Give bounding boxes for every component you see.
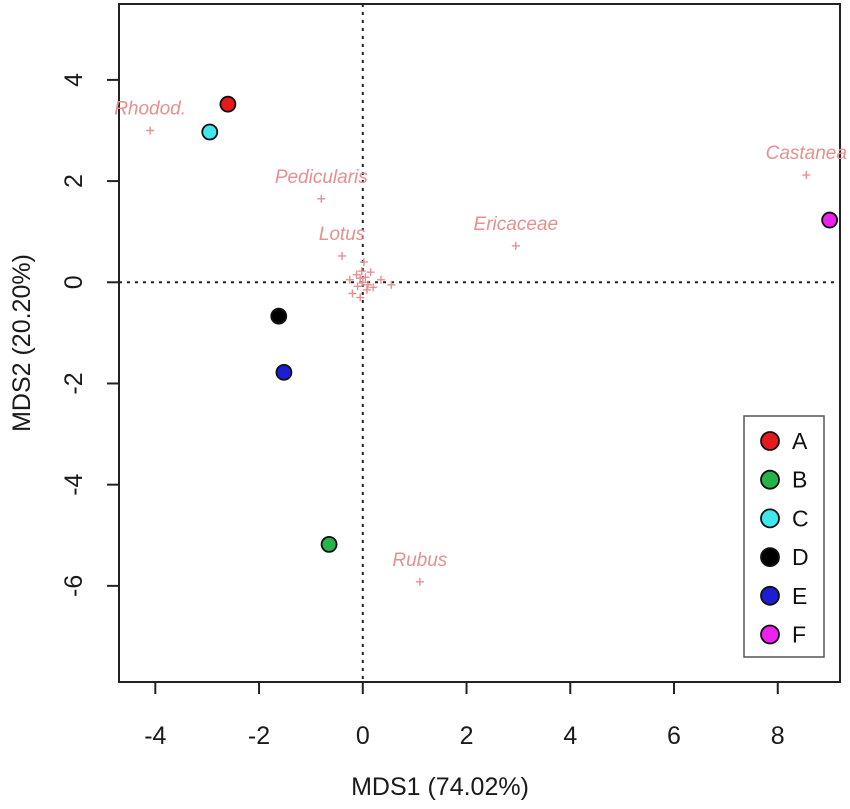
minor-species-mark bbox=[357, 267, 366, 276]
x-tick-label: -4 bbox=[144, 722, 166, 750]
minor-species-mark bbox=[356, 293, 365, 302]
y-axis: -6 -4 -2 0 2 4 bbox=[60, 73, 120, 597]
minor-species-mark bbox=[358, 278, 367, 287]
x-tick-label: 4 bbox=[563, 722, 577, 750]
species-mark bbox=[146, 126, 155, 135]
species-label: Rhodod. bbox=[114, 98, 186, 119]
y-tick-label: -6 bbox=[60, 575, 88, 597]
legend-box bbox=[743, 415, 825, 658]
x-tick-label: 2 bbox=[460, 722, 474, 750]
species-mark bbox=[511, 241, 520, 250]
minor-species-mark bbox=[348, 289, 357, 298]
minor-species-marks bbox=[345, 258, 396, 302]
sample-point bbox=[201, 123, 219, 141]
species-label: Lotus bbox=[319, 224, 366, 245]
species-mark bbox=[317, 194, 326, 203]
minor-species-mark bbox=[345, 275, 354, 284]
sample-point bbox=[320, 535, 338, 553]
minor-species-mark bbox=[359, 258, 368, 267]
y-tick-label: 4 bbox=[60, 73, 88, 87]
legend-label: D bbox=[792, 544, 809, 570]
species-marks: Rhodod. Pedicularis Lotus Ericaceae Castanea… bbox=[114, 98, 847, 586]
x-tick-label: 6 bbox=[667, 722, 681, 750]
legend-marker bbox=[760, 431, 780, 451]
minor-species-mark bbox=[387, 280, 396, 289]
y-tick-label: -2 bbox=[60, 372, 88, 394]
minor-species-mark bbox=[356, 274, 365, 283]
species-label: Castanea bbox=[766, 143, 847, 164]
x-tick-label: -2 bbox=[248, 722, 270, 750]
legend-marker bbox=[760, 547, 780, 567]
minor-species-mark bbox=[361, 273, 370, 282]
minor-species-mark bbox=[363, 280, 372, 289]
x-axis-title: MDS1 (74.02%) bbox=[351, 773, 529, 801]
x-axis: -4 -2 0 2 4 6 8 bbox=[144, 681, 785, 750]
legend-marker bbox=[760, 624, 780, 645]
species-label: Pedicularis bbox=[275, 167, 368, 188]
reference-lines bbox=[119, 4, 840, 682]
species-mark bbox=[338, 251, 347, 260]
legend-label: E bbox=[792, 583, 807, 609]
species-label: Rubus bbox=[392, 550, 447, 571]
x-tick-label: 8 bbox=[771, 722, 785, 750]
minor-species-mark bbox=[362, 285, 371, 294]
species-mark bbox=[802, 171, 811, 180]
y-tick-label: 0 bbox=[60, 275, 88, 289]
species-mark bbox=[415, 577, 424, 586]
legend-marker bbox=[760, 508, 780, 529]
y-tick-label: -4 bbox=[60, 473, 88, 495]
sample-point bbox=[821, 211, 839, 229]
y-tick-label: 2 bbox=[60, 174, 88, 188]
legend-label: F bbox=[792, 622, 806, 648]
species-label: Ericaceae bbox=[474, 214, 559, 235]
legend-label: C bbox=[792, 505, 809, 531]
x-tick-label: 0 bbox=[356, 722, 370, 750]
legend-marker bbox=[760, 585, 780, 606]
minor-species-mark bbox=[352, 270, 361, 279]
minor-species-mark bbox=[376, 275, 385, 284]
minor-species-mark bbox=[353, 282, 362, 291]
y-axis-title: MDS2 (20.20%) bbox=[8, 254, 36, 432]
minor-species-mark bbox=[369, 283, 378, 292]
sample-points bbox=[201, 95, 839, 553]
legend-label: A bbox=[792, 428, 808, 454]
minor-species-mark bbox=[366, 268, 375, 277]
sample-point bbox=[219, 95, 237, 113]
sample-point bbox=[270, 307, 288, 325]
legend-label: B bbox=[792, 467, 807, 493]
legend-marker bbox=[760, 469, 780, 490]
sample-point bbox=[275, 363, 293, 381]
